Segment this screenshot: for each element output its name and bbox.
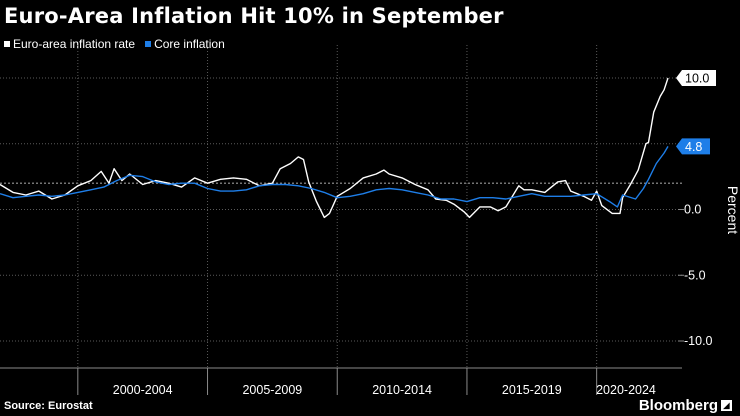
legend-swatch-headline xyxy=(4,41,10,47)
legend-item-headline: Euro-area inflation rate xyxy=(4,37,135,51)
y-tick-label: -5.0 xyxy=(684,268,706,282)
source-note: Source: Eurostat xyxy=(4,400,93,412)
brand-logo: Bloomberg xyxy=(638,397,718,414)
legend-swatch-core xyxy=(145,41,152,47)
end-label-core: 4.8 xyxy=(685,140,702,154)
legend-label-core: Core inflation xyxy=(154,37,225,51)
chart-title: Euro-Area Inflation Hit 10% in September xyxy=(4,4,504,28)
end-label-headline-box xyxy=(676,70,716,86)
end-label-core-box xyxy=(676,138,710,155)
y-axis-label: Percent xyxy=(725,186,740,234)
legend: Euro-area inflation rate Core inflation xyxy=(4,37,225,51)
y-tick-label: 0.0 xyxy=(684,203,701,217)
legend-item-core: Core inflation xyxy=(145,37,225,51)
end-label-headline: 10.0 xyxy=(685,72,709,86)
x-tick-label: 2015-2019 xyxy=(502,383,562,397)
y-tick-label: -10.0 xyxy=(684,334,713,348)
x-tick-label: 2000-2004 xyxy=(113,383,173,397)
x-tick-label: 2020-2024 xyxy=(596,383,656,397)
brand-icon: ◢ xyxy=(721,400,732,411)
series-line-core xyxy=(0,146,669,208)
x-tick-label: 2005-2009 xyxy=(242,383,302,397)
legend-label-headline: Euro-area inflation rate xyxy=(13,37,136,51)
x-tick-label: 2010-2014 xyxy=(372,383,432,397)
